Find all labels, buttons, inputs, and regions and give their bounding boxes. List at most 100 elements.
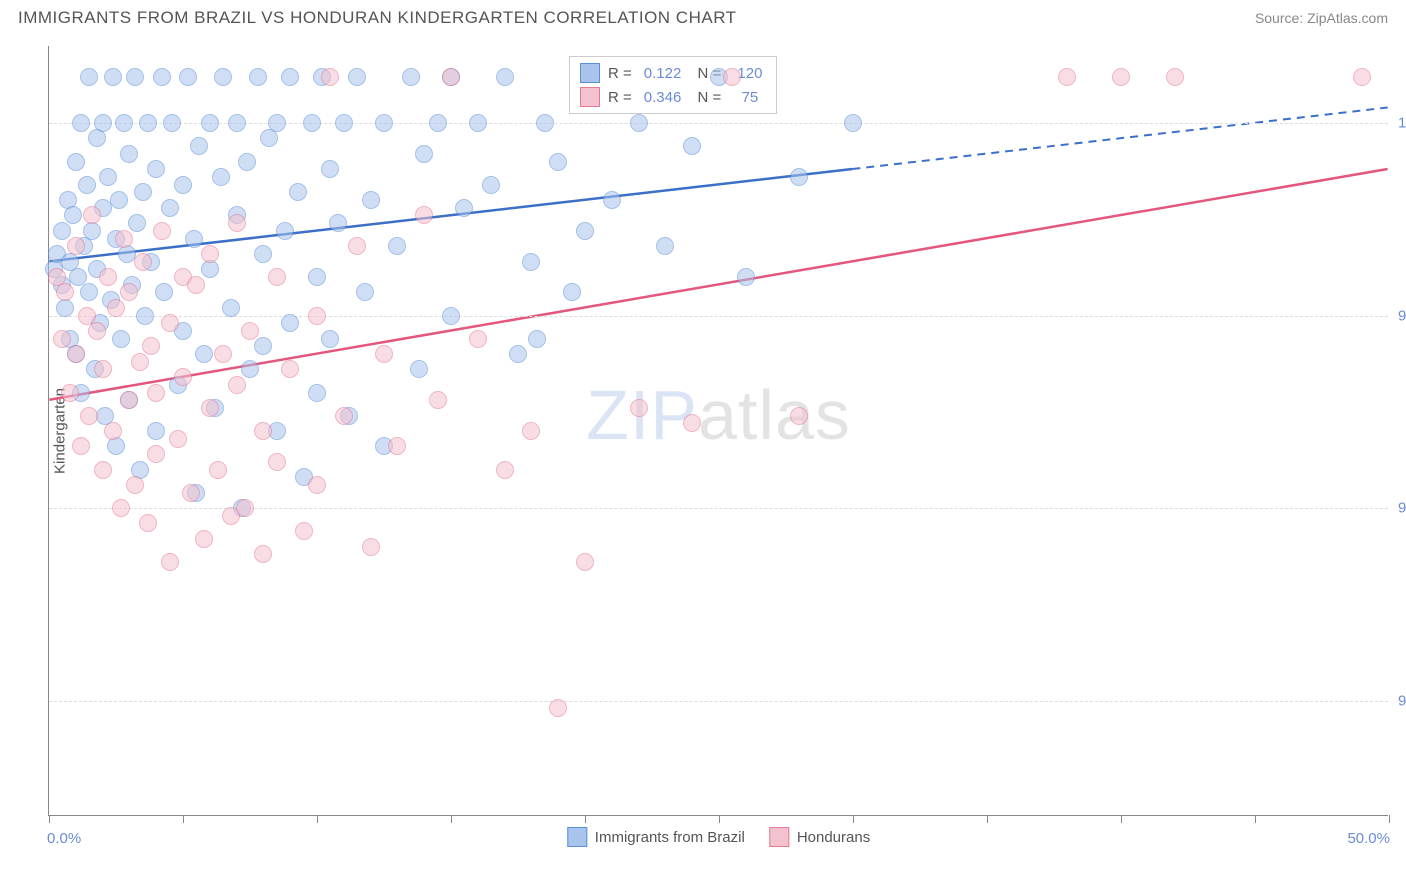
- legend-n-value: 75: [729, 89, 762, 106]
- data-point-honduras: [61, 384, 79, 402]
- x-tick: [1389, 815, 1390, 823]
- data-point-brazil: [308, 384, 326, 402]
- data-point-brazil: [429, 114, 447, 132]
- data-point-brazil: [185, 230, 203, 248]
- data-point-honduras: [254, 422, 272, 440]
- swatch-icon: [769, 827, 789, 847]
- data-point-honduras: [67, 237, 85, 255]
- data-point-honduras: [201, 245, 219, 263]
- x-tick: [987, 815, 988, 823]
- data-point-brazil: [321, 330, 339, 348]
- legend-r-value: 0.122: [640, 65, 686, 82]
- x-tick: [585, 815, 586, 823]
- data-point-honduras: [94, 461, 112, 479]
- data-point-brazil: [174, 176, 192, 194]
- data-point-honduras: [187, 276, 205, 294]
- data-point-honduras: [348, 237, 366, 255]
- data-point-brazil: [241, 360, 259, 378]
- data-point-brazil: [563, 283, 581, 301]
- data-point-honduras: [112, 499, 130, 517]
- data-point-brazil: [53, 222, 71, 240]
- data-point-brazil: [153, 68, 171, 86]
- data-point-honduras: [174, 368, 192, 386]
- data-point-brazil: [790, 168, 808, 186]
- data-point-honduras: [80, 407, 98, 425]
- data-point-honduras: [683, 414, 701, 432]
- data-point-brazil: [335, 114, 353, 132]
- x-min-label: 0.0%: [47, 830, 81, 847]
- data-point-brazil: [99, 168, 117, 186]
- data-point-honduras: [107, 299, 125, 317]
- data-point-brazil: [603, 191, 621, 209]
- x-tick: [183, 815, 184, 823]
- x-tick: [451, 815, 452, 823]
- y-tick-label: 92.5%: [1398, 692, 1406, 709]
- data-point-honduras: [1166, 68, 1184, 86]
- data-point-honduras: [442, 68, 460, 86]
- data-point-honduras: [254, 545, 272, 563]
- data-point-brazil: [348, 68, 366, 86]
- legend-n-label: N =: [693, 89, 721, 106]
- data-point-honduras: [142, 337, 160, 355]
- data-point-honduras: [120, 283, 138, 301]
- data-point-honduras: [139, 514, 157, 532]
- swatch-icon: [580, 87, 600, 107]
- data-point-honduras: [295, 522, 313, 540]
- data-point-brazil: [120, 145, 138, 163]
- data-point-brazil: [281, 314, 299, 332]
- data-point-brazil: [179, 68, 197, 86]
- data-point-brazil: [228, 114, 246, 132]
- data-point-honduras: [281, 360, 299, 378]
- data-point-honduras: [214, 345, 232, 363]
- data-point-brazil: [402, 68, 420, 86]
- data-point-brazil: [201, 260, 219, 278]
- data-point-brazil: [249, 68, 267, 86]
- data-point-honduras: [268, 453, 286, 471]
- data-point-honduras: [522, 422, 540, 440]
- data-point-brazil: [303, 114, 321, 132]
- data-point-brazil: [388, 237, 406, 255]
- data-point-brazil: [268, 114, 286, 132]
- data-point-brazil: [104, 68, 122, 86]
- data-point-honduras: [99, 268, 117, 286]
- data-point-brazil: [147, 422, 165, 440]
- source-label: Source: ZipAtlas.com: [1255, 10, 1388, 26]
- data-point-brazil: [112, 330, 130, 348]
- data-point-honduras: [182, 484, 200, 502]
- data-point-brazil: [195, 345, 213, 363]
- data-point-honduras: [228, 214, 246, 232]
- x-max-label: 50.0%: [1347, 830, 1390, 847]
- data-point-brazil: [276, 222, 294, 240]
- data-point-brazil: [147, 160, 165, 178]
- data-point-brazil: [201, 114, 219, 132]
- data-point-honduras: [268, 268, 286, 286]
- data-point-brazil: [155, 283, 173, 301]
- data-point-honduras: [83, 206, 101, 224]
- data-point-honduras: [209, 461, 227, 479]
- data-point-brazil: [683, 137, 701, 155]
- x-tick: [853, 815, 854, 823]
- data-point-brazil: [64, 206, 82, 224]
- data-point-honduras: [1353, 68, 1371, 86]
- data-point-brazil: [630, 114, 648, 132]
- data-point-honduras: [415, 206, 433, 224]
- data-point-honduras: [72, 437, 90, 455]
- data-point-honduras: [134, 253, 152, 271]
- data-point-brazil: [260, 129, 278, 147]
- data-point-brazil: [238, 153, 256, 171]
- gridline-h: [49, 701, 1388, 702]
- data-point-honduras: [1112, 68, 1130, 86]
- data-point-brazil: [212, 168, 230, 186]
- data-point-brazil: [78, 176, 96, 194]
- x-tick: [1121, 815, 1122, 823]
- data-point-brazil: [410, 360, 428, 378]
- data-point-brazil: [110, 191, 128, 209]
- y-tick-label: 95.0%: [1398, 500, 1406, 517]
- data-point-honduras: [1058, 68, 1076, 86]
- data-point-brazil: [67, 153, 85, 171]
- legend-series-label: Immigrants from Brazil: [595, 829, 745, 846]
- data-point-brazil: [375, 114, 393, 132]
- data-point-brazil: [415, 145, 433, 163]
- data-point-brazil: [190, 137, 208, 155]
- data-point-honduras: [429, 391, 447, 409]
